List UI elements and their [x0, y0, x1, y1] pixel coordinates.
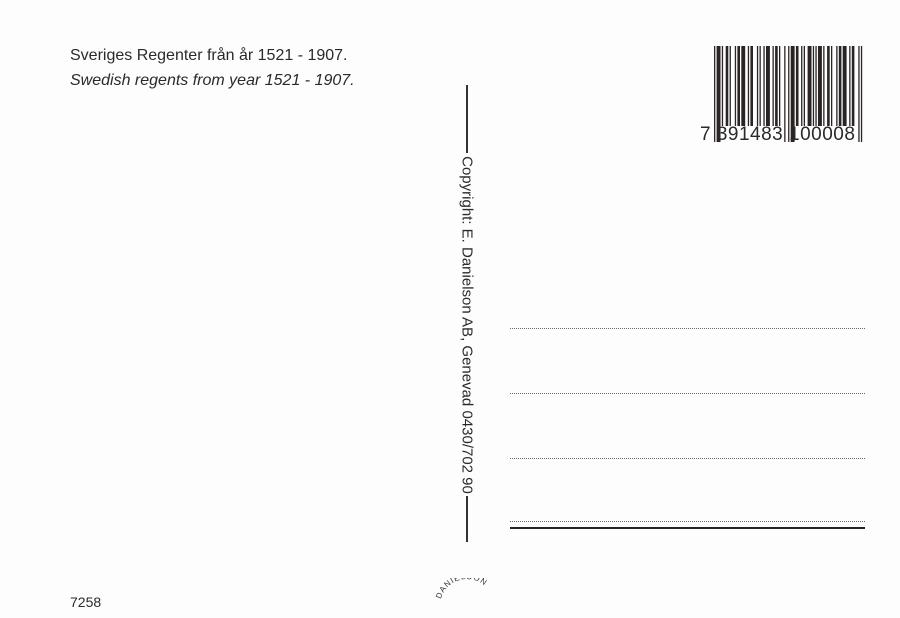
barcode-bar	[858, 46, 860, 142]
danielson-logo: DANIELSON	[434, 578, 489, 600]
divider-bottom	[466, 496, 468, 542]
barcode-bar	[763, 46, 765, 126]
barcode-bar	[827, 46, 830, 126]
barcode-bar	[788, 46, 790, 142]
barcode-bar	[779, 46, 781, 126]
title-english: Swedish regents from year 1521 - 1907.	[70, 72, 355, 89]
barcode-bar	[815, 46, 817, 126]
barcode-bar	[831, 46, 833, 126]
address-line-4	[510, 521, 865, 522]
barcode-bar	[818, 46, 822, 126]
barcode-bar	[807, 46, 812, 126]
barcode-bar	[851, 46, 855, 126]
barcode-bar	[741, 46, 746, 126]
barcode-number: 7 391483 100008	[700, 124, 856, 145]
barcode-bar	[721, 46, 724, 126]
barcode-bar	[860, 46, 863, 142]
barcode-bar	[812, 46, 815, 126]
barcode	[714, 46, 863, 142]
barcode-bar	[734, 46, 737, 126]
barcode-bar	[784, 46, 786, 142]
barcode-bar	[795, 46, 799, 126]
barcode-bar	[842, 46, 847, 126]
address-underline	[510, 527, 865, 529]
barcode-bar	[716, 46, 721, 142]
address-line-2	[510, 393, 865, 394]
barcode-bar	[838, 46, 842, 126]
barcode-bar	[756, 46, 759, 126]
barcode-bar	[737, 46, 740, 126]
barcode-bar	[725, 46, 729, 126]
barcode-bar	[790, 46, 795, 142]
barcode-bar	[759, 46, 761, 126]
barcode-bar	[836, 46, 838, 126]
barcode-bar	[803, 46, 805, 126]
barcode-bar	[775, 46, 778, 126]
barcode-bar	[750, 46, 753, 126]
barcode-bar	[772, 46, 774, 126]
title-swedish: Sveriges Regenter från år 1521 - 1907.	[70, 47, 348, 64]
address-line-1	[510, 328, 865, 329]
svg-text:DANIELSON: DANIELSON	[434, 578, 489, 600]
barcode-bar	[823, 46, 825, 126]
card-code: 7258	[70, 594, 102, 610]
barcode-bar	[714, 46, 716, 142]
barcode-bar	[766, 46, 770, 126]
barcode-bar	[729, 46, 731, 126]
divider-top	[466, 85, 468, 153]
barcode-bar	[849, 46, 851, 126]
barcode-bar	[801, 46, 803, 126]
barcode-bar	[747, 46, 750, 126]
copyright-text: Copyright: E. Danielson AB, Genevad 0430…	[458, 156, 476, 494]
address-line-3	[510, 458, 865, 459]
